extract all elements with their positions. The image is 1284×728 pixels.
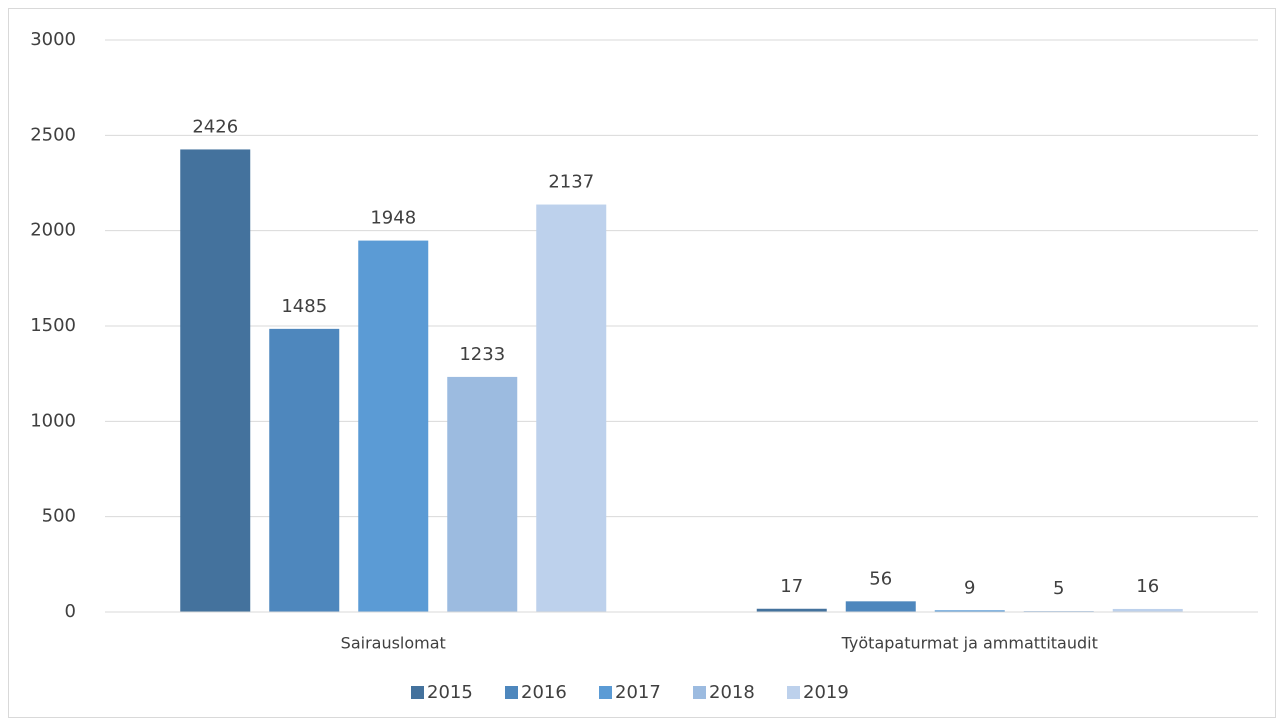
bar [447, 376, 518, 612]
data-label: 2137 [548, 172, 594, 193]
data-label: 2426 [192, 116, 238, 137]
legend-swatch [599, 686, 612, 699]
legend-swatch [411, 686, 424, 699]
bar [1112, 608, 1183, 612]
data-label: 1485 [281, 296, 327, 317]
data-label: 1233 [459, 344, 505, 365]
data-label: 56 [869, 568, 892, 589]
legend-label: 2017 [615, 682, 661, 703]
legend-swatch [505, 686, 518, 699]
data-label: 16 [1136, 576, 1159, 597]
y-tick-label: 1000 [30, 410, 76, 431]
bar [934, 610, 1005, 612]
legend-label: 2016 [521, 682, 567, 703]
legend-swatch [787, 686, 800, 699]
data-label: 5 [1053, 578, 1064, 599]
bar [180, 149, 251, 612]
data-label: 17 [780, 576, 803, 597]
bar [536, 204, 607, 612]
y-tick-label: 1500 [30, 315, 76, 336]
bar [358, 240, 429, 612]
x-tick-label: Sairauslomat [341, 634, 446, 653]
legend-label: 2015 [427, 682, 473, 703]
y-tick-label: 500 [42, 506, 76, 527]
y-tick-label: 0 [65, 601, 76, 622]
bar [845, 601, 916, 612]
legend-swatch [693, 686, 706, 699]
legend-label: 2019 [803, 682, 849, 703]
x-tick-label: Työtapaturmat ja ammattitaudit [841, 634, 1098, 653]
bar [269, 328, 340, 612]
y-tick-label: 3000 [30, 29, 76, 50]
data-label: 9 [964, 577, 975, 598]
bar [756, 608, 827, 612]
data-label: 1948 [370, 208, 416, 229]
y-tick-label: 2500 [30, 124, 76, 145]
legend-label: 2018 [709, 682, 755, 703]
y-tick-label: 2000 [30, 220, 76, 241]
